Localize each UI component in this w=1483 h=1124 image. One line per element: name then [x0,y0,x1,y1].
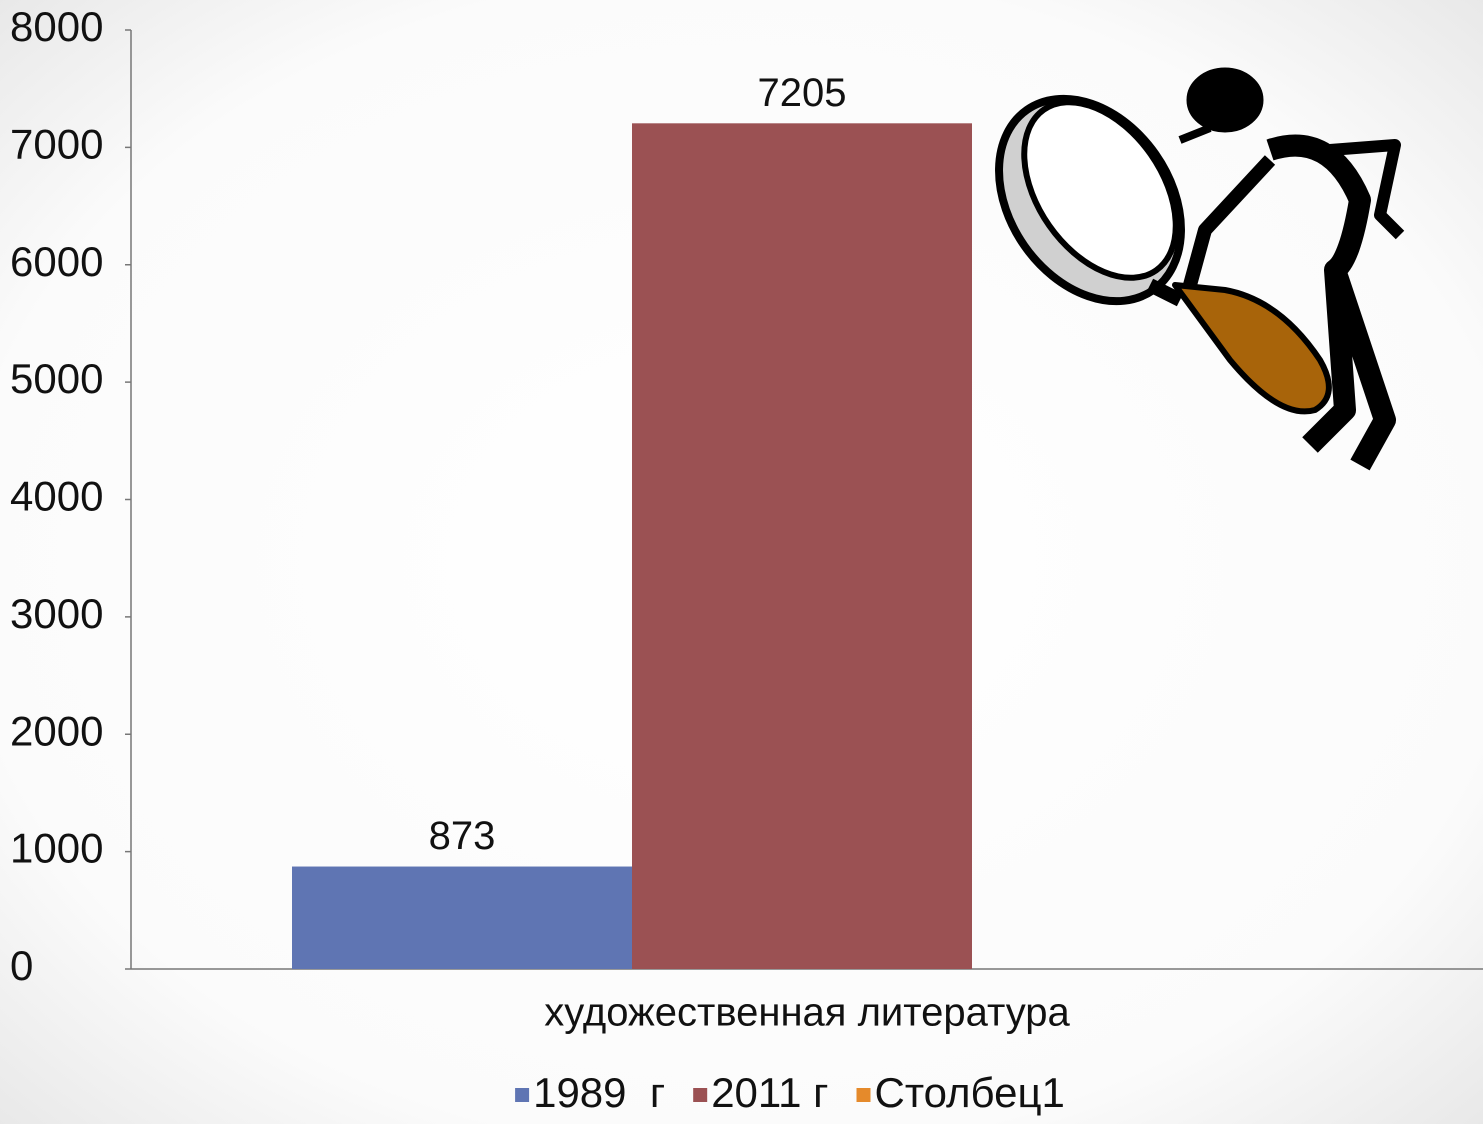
data-label: 873 [429,814,496,858]
legend-swatch [856,1088,871,1102]
bar [292,866,632,969]
y-tick-label: 2000 [10,707,103,754]
y-tick-label: 7000 [10,120,103,167]
y-tick-label: 3000 [10,590,103,637]
legend-label: 2011 г [711,1069,828,1116]
legend-item: 2011 г [693,1069,829,1116]
bar [632,123,972,970]
y-tick-label: 5000 [10,355,103,402]
legend-item: 1989 г [515,1069,665,1116]
legend: 1989 г 2011 г Столбец1 [515,1069,1065,1116]
legend-swatch [693,1088,708,1102]
plot-area: 0 1000 2000 3000 4000 5000 6000 7000 8000 художес… [10,3,1483,1116]
y-tick-label: 4000 [10,473,103,520]
legend-label: 1989 г [533,1069,665,1116]
legend-label: Столбец1 [875,1069,1065,1116]
y-tick-label: 6000 [10,238,103,285]
illustration [995,67,1405,471]
y-tick-label: 1000 [10,825,103,872]
legend-swatch [515,1088,530,1102]
x-tick-label: художественная литература [544,991,1070,1035]
y-tick-label: 8000 [10,3,103,50]
legend-item: Столбец1 [856,1069,1065,1116]
data-label: 7205 [758,71,847,115]
y-tick-label: 0 [10,942,33,989]
